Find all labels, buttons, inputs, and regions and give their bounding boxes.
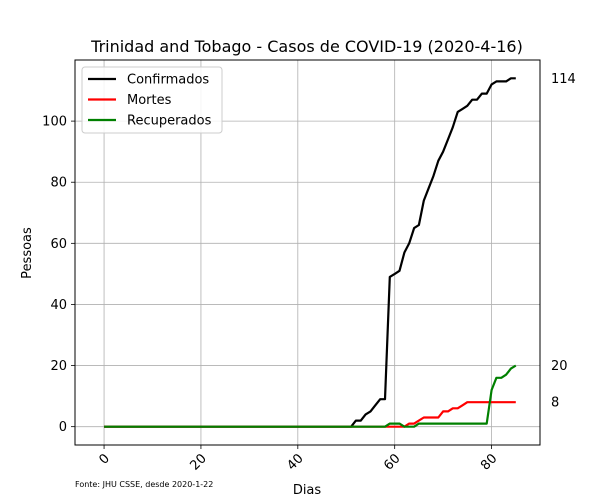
series-line-mortes [104,401,516,428]
y-tick-label: 20 [50,359,67,374]
y-axis-label: Pessoas [20,227,35,279]
end-label-mortes: 8 [551,396,559,411]
end-label-confirmados: 114 [551,72,576,87]
grid-lines [75,60,540,445]
y-tick-label: 0 [59,420,67,435]
y-tick-label: 100 [42,115,67,130]
y-tick-label: 80 [50,176,67,191]
plot-frame [74,59,541,446]
legend-label-confirmados: Confirmados [127,73,209,88]
series-lines [104,77,517,428]
x-axis-label: Dias [293,483,322,498]
series-line-recuperados [104,364,517,428]
source-note: Fonte: JHU CSSE, desde 2020-1-22 [75,480,213,489]
legend-label-mortes: Mortes [127,93,172,108]
y-tick-label: 40 [50,298,67,313]
legend: Confirmados Mortes Recuperados [81,66,223,134]
end-labels: 114 8 20 [551,72,576,411]
end-label-recuperados: 20 [551,359,568,374]
legend-box [81,66,223,134]
y-tick-label: 60 [50,237,67,252]
chart-title: Trinidad and Tobago - Casos de COVID-19 … [90,37,523,56]
legend-label-recuperados: Recuperados [127,114,212,129]
series-line-confirmados [104,77,516,428]
